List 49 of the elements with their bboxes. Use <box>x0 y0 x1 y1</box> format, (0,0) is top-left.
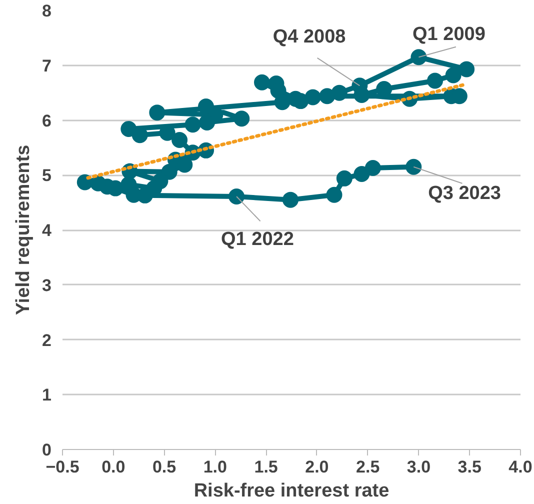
point <box>161 164 178 180</box>
x-tick-label: 3.5 <box>458 458 482 476</box>
y-tick-label: 5 <box>42 166 52 186</box>
point <box>458 61 475 78</box>
point <box>427 72 444 89</box>
y-tick-label: 1 <box>42 386 52 405</box>
point <box>184 116 201 133</box>
point <box>406 158 422 175</box>
point <box>410 49 427 66</box>
point <box>319 88 336 104</box>
x-tick-label: −0.5 <box>46 458 80 476</box>
x-tick-label: 2.5 <box>356 458 380 476</box>
annotation: Q3 2023 <box>428 182 502 204</box>
point <box>90 175 106 192</box>
x-tick-label: 2.0 <box>305 458 329 476</box>
y-tick-label: 8 <box>42 2 52 20</box>
point <box>172 132 188 148</box>
y-tick-label: 7 <box>42 56 52 76</box>
point <box>364 160 381 176</box>
point <box>336 170 352 186</box>
y-tick-label: 0 <box>42 440 52 460</box>
point <box>234 110 250 127</box>
point <box>120 121 137 138</box>
point <box>326 186 342 203</box>
point <box>274 94 290 110</box>
x-tick-label: 1.0 <box>203 458 227 476</box>
annotation: Q1 2009 <box>412 24 486 45</box>
point <box>254 74 270 90</box>
point <box>354 87 370 103</box>
y-tick-label: 4 <box>42 221 52 240</box>
point <box>176 156 193 173</box>
annotation: Q1 2022 <box>221 228 294 250</box>
point <box>282 192 298 208</box>
y-tick-label: 2 <box>42 330 52 350</box>
point <box>354 166 370 182</box>
x-tick-label: 1.5 <box>254 458 278 476</box>
y-tick-label: 6 <box>42 111 52 130</box>
y-axis-title: Yield requirements <box>13 144 34 316</box>
point <box>149 104 166 121</box>
x-tick-label: 0.5 <box>152 458 176 476</box>
annotation: Q4 2008 <box>272 26 346 48</box>
point <box>304 89 321 106</box>
x-tick-label: 4.0 <box>508 458 532 476</box>
y-tick-label: 3 <box>42 276 52 295</box>
x-tick-label: 3.0 <box>406 458 431 476</box>
point <box>445 67 462 84</box>
point <box>228 188 245 205</box>
x-tick-label: 0.0 <box>102 458 126 476</box>
x-axis-title: Risk-free interest rate <box>194 480 390 502</box>
